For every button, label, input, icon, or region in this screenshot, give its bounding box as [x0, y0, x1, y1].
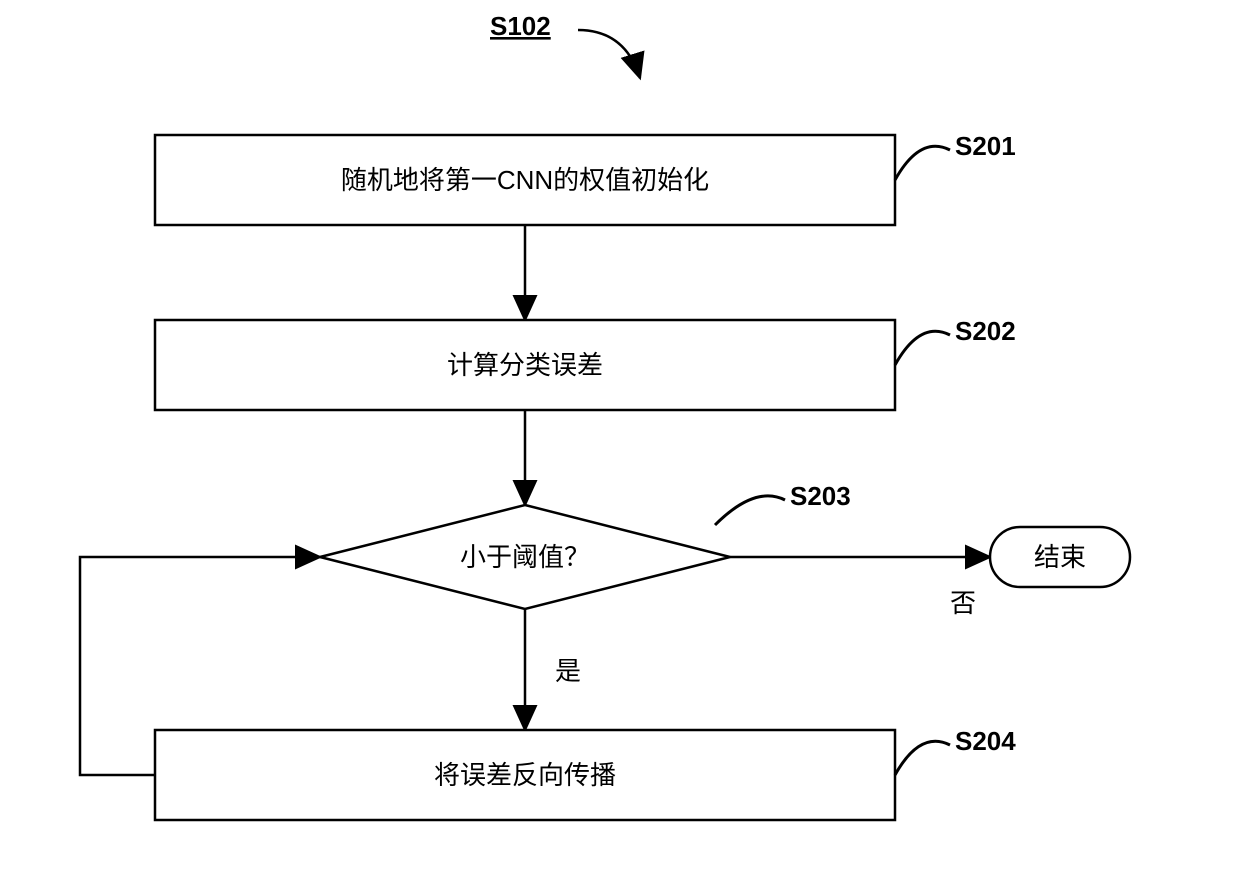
step-s201-text: 随机地将第一CNN的权值初始化 [341, 165, 709, 195]
terminal-end-text: 结束 [1034, 542, 1086, 572]
step-s204-text: 将误差反向传播 [434, 760, 616, 790]
decision-s203-text: 小于阈值？ [460, 542, 590, 572]
decision-s203-callout [715, 496, 785, 525]
branch-yes-label: 是 [555, 656, 581, 686]
step-s204-label: S204 [955, 726, 1016, 756]
diagram-title: S102 [490, 11, 551, 41]
step-s202-text: 计算分类误差 [447, 350, 603, 380]
step-s202-label: S202 [955, 316, 1016, 346]
step-s201-label: S201 [955, 131, 1016, 161]
title-arrow [578, 30, 640, 78]
decision-s203-label: S203 [790, 481, 851, 511]
flowchart-diagram: S102 随机地将第一CNN的权值初始化 S201 计算分类误差 S202 小于… [0, 0, 1239, 876]
step-s202-callout [895, 331, 950, 365]
branch-no-label: 否 [950, 588, 976, 618]
step-s201-callout [895, 146, 950, 180]
step-s204-callout [895, 741, 950, 775]
